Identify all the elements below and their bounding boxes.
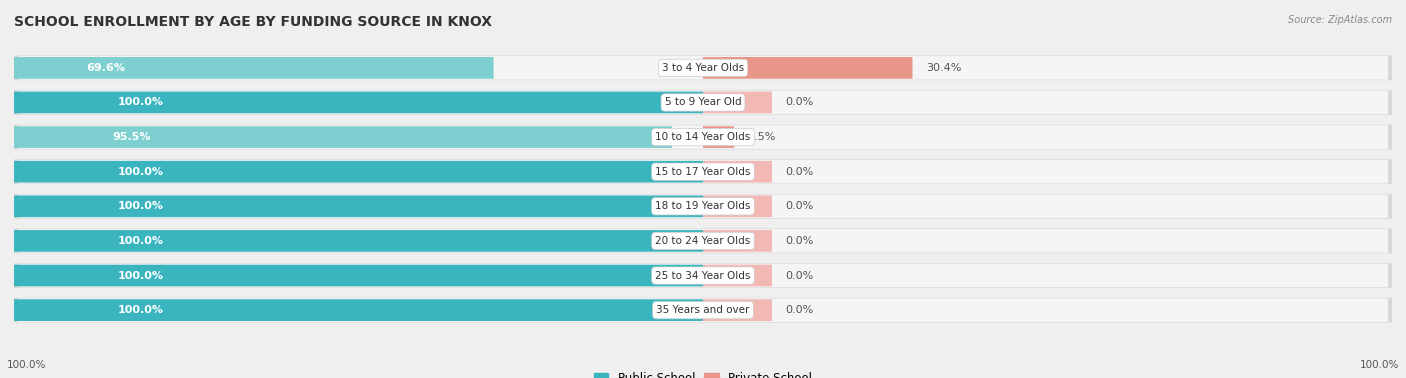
Text: 20 to 24 Year Olds: 20 to 24 Year Olds xyxy=(655,236,751,246)
Text: 18 to 19 Year Olds: 18 to 19 Year Olds xyxy=(655,201,751,211)
FancyBboxPatch shape xyxy=(703,195,772,217)
Text: 30.4%: 30.4% xyxy=(927,63,962,73)
Text: 3 to 4 Year Olds: 3 to 4 Year Olds xyxy=(662,63,744,73)
FancyBboxPatch shape xyxy=(14,126,672,148)
Text: 69.6%: 69.6% xyxy=(86,63,125,73)
FancyBboxPatch shape xyxy=(703,57,912,79)
Text: 0.0%: 0.0% xyxy=(786,271,814,280)
Text: 100.0%: 100.0% xyxy=(1360,361,1399,370)
FancyBboxPatch shape xyxy=(703,161,772,183)
FancyBboxPatch shape xyxy=(14,194,1392,219)
FancyBboxPatch shape xyxy=(14,230,703,252)
FancyBboxPatch shape xyxy=(703,230,772,252)
Text: 35 Years and over: 35 Years and over xyxy=(657,305,749,315)
Text: 0.0%: 0.0% xyxy=(786,236,814,246)
Text: 0.0%: 0.0% xyxy=(786,305,814,315)
FancyBboxPatch shape xyxy=(14,159,1392,184)
FancyBboxPatch shape xyxy=(703,126,734,148)
FancyBboxPatch shape xyxy=(18,298,1388,322)
Text: 4.5%: 4.5% xyxy=(748,132,776,142)
Text: 95.5%: 95.5% xyxy=(112,132,152,142)
FancyBboxPatch shape xyxy=(14,125,1392,149)
Text: SCHOOL ENROLLMENT BY AGE BY FUNDING SOURCE IN KNOX: SCHOOL ENROLLMENT BY AGE BY FUNDING SOUR… xyxy=(14,15,492,29)
FancyBboxPatch shape xyxy=(14,229,1392,253)
Text: 10 to 14 Year Olds: 10 to 14 Year Olds xyxy=(655,132,751,142)
Text: 100.0%: 100.0% xyxy=(118,236,163,246)
FancyBboxPatch shape xyxy=(18,160,1388,183)
Text: 5 to 9 Year Old: 5 to 9 Year Old xyxy=(665,98,741,107)
Text: 0.0%: 0.0% xyxy=(786,167,814,177)
Text: 100.0%: 100.0% xyxy=(118,305,163,315)
FancyBboxPatch shape xyxy=(18,125,1388,149)
Text: 0.0%: 0.0% xyxy=(786,201,814,211)
Text: 0.0%: 0.0% xyxy=(786,98,814,107)
FancyBboxPatch shape xyxy=(18,56,1388,80)
FancyBboxPatch shape xyxy=(14,91,703,113)
FancyBboxPatch shape xyxy=(703,265,772,287)
Text: 15 to 17 Year Olds: 15 to 17 Year Olds xyxy=(655,167,751,177)
FancyBboxPatch shape xyxy=(703,299,772,321)
Text: 100.0%: 100.0% xyxy=(118,98,163,107)
FancyBboxPatch shape xyxy=(14,57,494,79)
Text: 100.0%: 100.0% xyxy=(118,201,163,211)
Text: 25 to 34 Year Olds: 25 to 34 Year Olds xyxy=(655,271,751,280)
FancyBboxPatch shape xyxy=(703,91,772,113)
FancyBboxPatch shape xyxy=(18,91,1388,114)
Text: 100.0%: 100.0% xyxy=(118,167,163,177)
FancyBboxPatch shape xyxy=(14,56,1392,80)
FancyBboxPatch shape xyxy=(18,264,1388,287)
Text: Source: ZipAtlas.com: Source: ZipAtlas.com xyxy=(1288,15,1392,25)
FancyBboxPatch shape xyxy=(18,229,1388,253)
FancyBboxPatch shape xyxy=(14,90,1392,115)
FancyBboxPatch shape xyxy=(14,298,1392,322)
FancyBboxPatch shape xyxy=(14,263,1392,288)
Text: 100.0%: 100.0% xyxy=(7,361,46,370)
FancyBboxPatch shape xyxy=(14,195,703,217)
FancyBboxPatch shape xyxy=(14,265,703,287)
FancyBboxPatch shape xyxy=(14,161,703,183)
Text: 100.0%: 100.0% xyxy=(118,271,163,280)
FancyBboxPatch shape xyxy=(18,195,1388,218)
FancyBboxPatch shape xyxy=(14,299,703,321)
Legend: Public School, Private School: Public School, Private School xyxy=(589,367,817,378)
